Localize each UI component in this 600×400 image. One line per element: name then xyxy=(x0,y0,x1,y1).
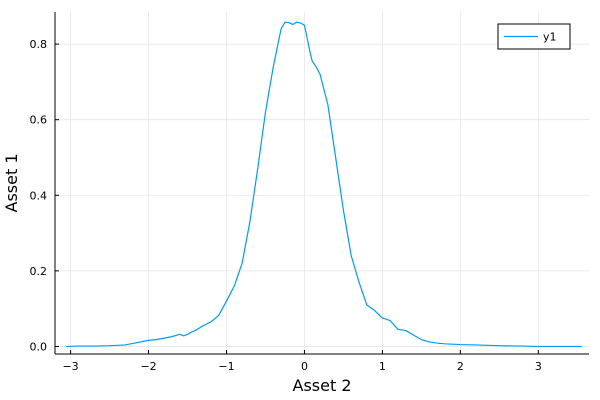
y-tick-label-4: 0.8 xyxy=(30,38,48,51)
y-tick-label-2: 0.4 xyxy=(30,189,48,202)
x-tick-label-6: 3 xyxy=(535,360,542,373)
x-tick-label-5: 2 xyxy=(457,360,464,373)
x-tick-label-3: 0 xyxy=(301,360,308,373)
legend-series-label: y1 xyxy=(543,31,557,44)
x-tick-label-4: 1 xyxy=(379,360,386,373)
series-layer xyxy=(66,21,582,348)
y-tick-label-3: 0.6 xyxy=(30,114,48,127)
y-axis-title: Asset 1 xyxy=(2,154,21,213)
series-line-0 xyxy=(66,21,582,348)
x-tick-label-1: −2 xyxy=(140,360,156,373)
y-tick-label-1: 0.2 xyxy=(30,265,48,278)
legend: y1 xyxy=(497,23,571,50)
ticks-layer: −3 −2 −1 0 1 2 3 0.0 0.2 0.4 0.6 0.8 xyxy=(30,38,542,373)
axes-layer xyxy=(54,12,589,355)
grid-layer xyxy=(55,12,589,354)
y-tick-label-0: 0.0 xyxy=(30,340,48,353)
x-tick-label-2: −1 xyxy=(218,360,234,373)
x-tick-label-0: −3 xyxy=(62,360,78,373)
x-axis-title: Asset 2 xyxy=(293,376,352,395)
